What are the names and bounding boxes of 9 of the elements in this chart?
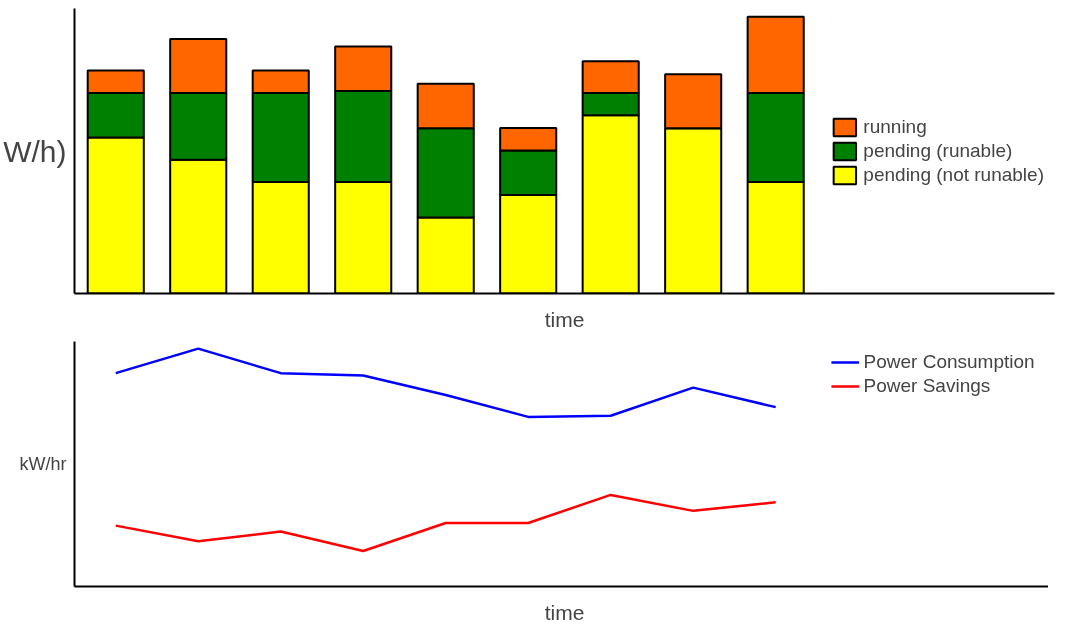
legend-label: running [863, 115, 927, 138]
legend-label: pending (not runable) [863, 163, 1044, 186]
legend-label: Power Savings [863, 375, 991, 397]
x-axis-title: time [544, 307, 585, 331]
legend-label: Power Consumption [863, 351, 1035, 373]
legend-label: pending (runable) [863, 139, 1013, 162]
y-axis-title: kW/hr [19, 454, 67, 474]
y-axis-title: W/h) [3, 134, 67, 168]
x-axis-title: time [544, 600, 585, 624]
